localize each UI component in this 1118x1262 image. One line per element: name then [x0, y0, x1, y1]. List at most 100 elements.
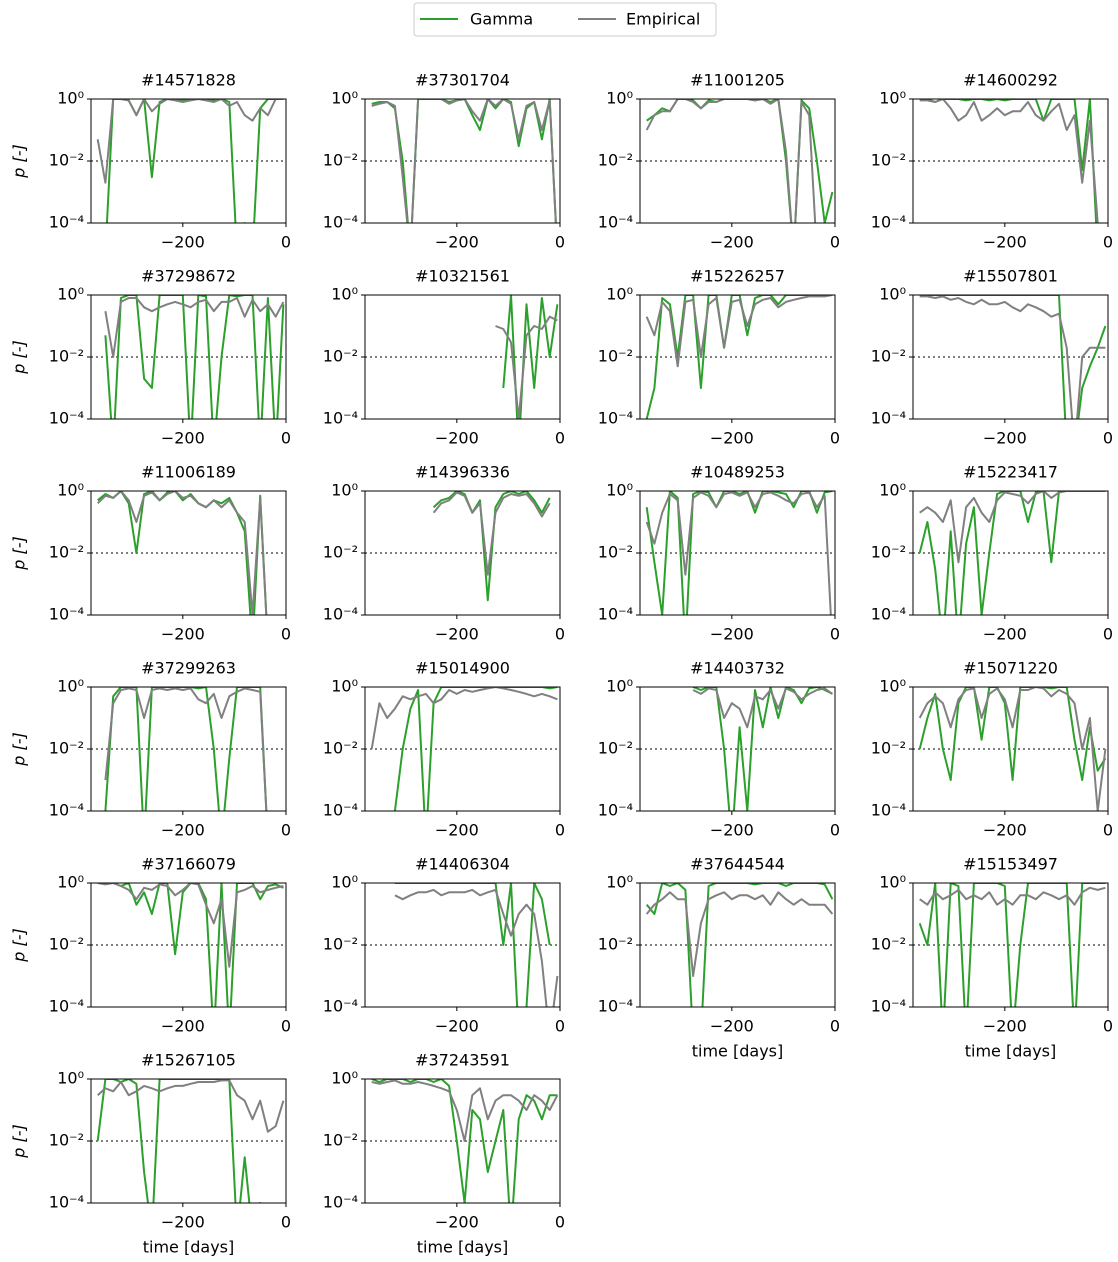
y-tick-label: 10⁰ [331, 1069, 358, 1088]
y-tick-label: 10⁻⁴ [871, 213, 906, 232]
y-tick-label: 10⁻² [49, 347, 84, 366]
subplot: #37166079 10⁰ 10⁻² 10⁻⁴ −200 0 p [-] [10, 855, 292, 1036]
x-tick-label: 0 [281, 233, 291, 252]
x-tick-label: −200 [161, 821, 205, 840]
x-tick-label: 0 [830, 1017, 840, 1036]
subplot: #37301704 10⁰ 10⁻² 10⁻⁴ −200 0 [323, 71, 565, 252]
series-line [645, 295, 833, 419]
x-tick-label: 0 [281, 1213, 291, 1232]
y-tick-label: 10⁻⁴ [871, 605, 906, 624]
y-tick-label: 10⁻⁴ [323, 605, 358, 624]
legend: Gamma Empirical [413, 2, 717, 37]
subplot-title: #37644544 [690, 855, 785, 874]
y-tick-label: 10⁻⁴ [323, 997, 358, 1016]
x-tick-label: −200 [161, 625, 205, 644]
y-tick-label: 10⁻⁴ [871, 801, 906, 820]
x-tick-label: 0 [281, 429, 291, 448]
series-line [645, 491, 833, 615]
y-tick-label: 10⁰ [879, 285, 906, 304]
y-tick-label: 10⁻² [323, 347, 358, 366]
x-tick-label: 0 [830, 625, 840, 644]
series-line [645, 99, 817, 223]
y-tick-label: 10⁻² [323, 543, 358, 562]
series-line [97, 1079, 285, 1133]
legend-label: Empirical [626, 10, 700, 29]
subplot-title: #37298672 [141, 267, 236, 286]
x-tick-label: −200 [435, 429, 479, 448]
subplot-title: #14571828 [141, 71, 236, 90]
y-tick-label: 10⁰ [57, 873, 84, 892]
y-tick-label: 10⁰ [331, 677, 358, 696]
x-tick-label: 0 [555, 233, 565, 252]
y-axis-label: p [-] [10, 928, 29, 963]
series-line [97, 491, 268, 615]
x-axis-label: time [days] [417, 1238, 508, 1257]
subplot-title: #37301704 [415, 71, 510, 90]
series-line [692, 687, 833, 811]
y-tick-label: 10⁻² [49, 739, 84, 758]
x-tick-label: −200 [983, 821, 1027, 840]
subplot-title: #14403732 [690, 659, 785, 678]
subplot: #15071220 10⁰ 10⁻² 10⁻⁴ −200 0 [871, 659, 1113, 840]
y-tick-label: 10⁰ [879, 481, 906, 500]
y-tick-label: 10⁻⁴ [49, 605, 84, 624]
y-tick-label: 10⁰ [879, 89, 906, 108]
x-tick-label: 0 [281, 1017, 291, 1036]
y-tick-label: 10⁻⁴ [598, 997, 633, 1016]
y-tick-label: 10⁰ [331, 89, 358, 108]
subplot: #14571828 10⁰ 10⁻² 10⁻⁴ −200 0 p [-] [10, 71, 292, 252]
subplot-title: #10321561 [415, 267, 510, 286]
subplot: #15153497 10⁰ 10⁻² 10⁻⁴ −200 0 time [days] [871, 855, 1113, 1061]
series-line [97, 883, 284, 1007]
series-line [692, 687, 833, 729]
x-tick-label: −200 [435, 1017, 479, 1036]
series-line [645, 295, 833, 368]
x-tick-label: 0 [1103, 1017, 1113, 1036]
subplot: #14403732 10⁰ 10⁻² 10⁻⁴ −200 0 [598, 659, 840, 840]
y-tick-label: 10⁰ [57, 1069, 84, 1088]
y-tick-label: 10⁻² [49, 151, 84, 170]
x-tick-label: −200 [161, 233, 205, 252]
x-tick-label: −200 [161, 1213, 205, 1232]
subplot: #15223417 10⁰ 10⁻² 10⁻⁴ −200 0 [871, 463, 1113, 644]
series-line [371, 1079, 558, 1203]
legend-box [413, 2, 717, 37]
subplot-title: #15071220 [963, 659, 1058, 678]
x-tick-label: 0 [830, 821, 840, 840]
subplot: #14396336 10⁰ 10⁻² 10⁻⁴ −200 0 [323, 463, 565, 644]
y-tick-label: 10⁻² [598, 151, 633, 170]
y-tick-label: 10⁰ [57, 677, 84, 696]
x-tick-label: 0 [555, 1017, 565, 1036]
y-tick-label: 10⁻² [598, 739, 633, 758]
subplot-title: #15226257 [690, 267, 785, 286]
y-tick-label: 10⁰ [606, 481, 633, 500]
x-tick-label: 0 [830, 429, 840, 448]
series-line [104, 295, 285, 419]
y-tick-label: 10⁻⁴ [49, 213, 84, 232]
series-line [371, 99, 557, 223]
series-line [371, 1079, 559, 1142]
x-tick-label: −200 [983, 625, 1027, 644]
x-tick-label: 0 [1103, 429, 1113, 448]
x-tick-label: −200 [710, 233, 754, 252]
series-line [502, 295, 559, 419]
series-line [919, 491, 1106, 564]
y-tick-label: 10⁰ [879, 873, 906, 892]
series-line [96, 99, 284, 184]
series-line [645, 883, 834, 1007]
y-tick-label: 10⁻⁴ [871, 409, 906, 428]
y-tick-label: 10⁻⁴ [323, 1193, 358, 1212]
y-tick-label: 10⁻⁴ [871, 997, 906, 1016]
y-tick-label: 10⁰ [331, 481, 358, 500]
y-tick-label: 10⁰ [606, 873, 633, 892]
y-axis-label: p [-] [10, 732, 29, 767]
series-line [370, 687, 558, 750]
x-tick-label: −200 [161, 1017, 205, 1036]
y-tick-label: 10⁻⁴ [49, 409, 84, 428]
series-line [97, 883, 284, 968]
y-tick-label: 10⁰ [57, 285, 84, 304]
subplot-title: #37166079 [141, 855, 236, 874]
y-axis-label: p [-] [10, 340, 29, 375]
subplot: #15014900 10⁰ 10⁻² 10⁻⁴ −200 0 [323, 659, 565, 840]
